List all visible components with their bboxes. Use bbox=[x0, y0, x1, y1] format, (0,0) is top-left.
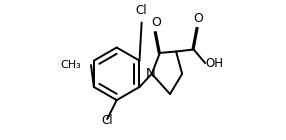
Text: N: N bbox=[146, 67, 156, 80]
Text: CH₃: CH₃ bbox=[61, 60, 82, 70]
Text: O: O bbox=[151, 16, 161, 29]
Text: O: O bbox=[193, 12, 203, 25]
Text: OH: OH bbox=[206, 57, 224, 69]
Text: Cl: Cl bbox=[102, 114, 113, 127]
Text: Cl: Cl bbox=[136, 4, 148, 17]
